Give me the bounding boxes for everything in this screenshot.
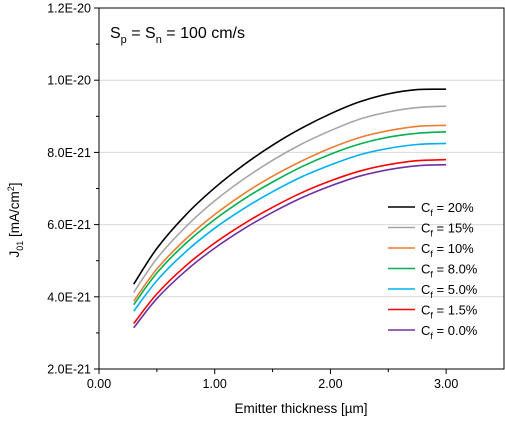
legend-label: Cf = 5.0%: [421, 282, 478, 300]
series-line-0-0-: [133, 163, 447, 329]
y-tick-label: 1.2E-20: [47, 2, 91, 16]
series-line-5-0-: [133, 142, 447, 312]
series-line-10-: [133, 124, 447, 302]
y-tick-label: 4.0E-21: [47, 290, 91, 304]
y-tick-label: 1.0E-20: [47, 74, 91, 88]
series-line-1-5-: [133, 158, 447, 324]
legend-label: Cf = 8.0%: [421, 262, 478, 280]
gridlines: [99, 79, 504, 298]
series-line-15-: [133, 105, 447, 293]
y-axis-label: J01 [mA/cm2]: [6, 182, 25, 257]
y-tick-label: 6.0E-21: [47, 218, 91, 232]
series-line-20-: [133, 88, 447, 285]
legend-label: Cf = 0.0%: [421, 323, 478, 341]
chart-annotation: Sp = Sn = 100 cm/s: [110, 25, 245, 46]
series-lines: [133, 88, 447, 329]
x-tick-label: 0.00: [87, 377, 111, 391]
series-line-8-0-: [133, 131, 447, 306]
legend-label: Cf = 1.5%: [421, 303, 478, 321]
legend: Cf = 20% Cf = 15% Cf = 10% Cf = 8.0% Cf = 5.…: [388, 200, 478, 341]
x-tick-label: 1.00: [203, 377, 227, 391]
x-axis-label: Emitter thickness [µm]: [234, 401, 367, 416]
axis-ticks: 2.0E-21 4.0E-21 6.0E-21 8.0E-21 1.0E-20 1.2E-…: [47, 2, 458, 392]
x-tick-label: 2.00: [318, 377, 342, 391]
legend-label: Cf = 20%: [421, 200, 474, 218]
y-tick-label: 8.0E-21: [47, 146, 91, 160]
legend-label: Cf = 15%: [421, 221, 474, 239]
x-tick-label: 3.00: [434, 377, 458, 391]
y-tick-label: 2.0E-21: [47, 363, 91, 377]
legend-label: Cf = 10%: [421, 241, 474, 259]
